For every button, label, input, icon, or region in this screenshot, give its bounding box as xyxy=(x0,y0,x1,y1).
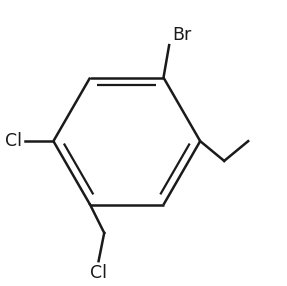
Text: Br: Br xyxy=(172,26,191,44)
Text: Cl: Cl xyxy=(5,132,22,150)
Text: Cl: Cl xyxy=(90,264,107,282)
